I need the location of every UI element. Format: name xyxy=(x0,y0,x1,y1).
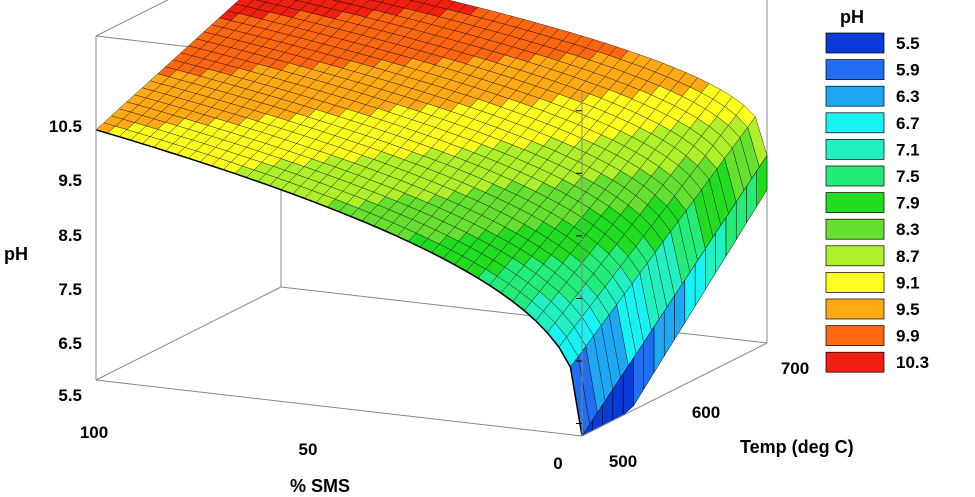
box-edge xyxy=(95,0,169,37)
box-edge xyxy=(280,286,768,344)
legend-label: 8.3 xyxy=(896,220,920,239)
x-axis-ticks: 100 50 0 xyxy=(80,423,563,473)
legend-title: pH xyxy=(840,7,864,27)
legend-swatch xyxy=(825,139,885,160)
legend-label: 9.1 xyxy=(896,273,920,292)
legend-label: 5.9 xyxy=(896,61,920,80)
legend-swatch xyxy=(825,192,885,213)
box-edge xyxy=(95,286,282,381)
legend-swatch xyxy=(825,298,885,320)
legend-label: 8.7 xyxy=(896,247,920,266)
legend-swatch xyxy=(825,32,885,54)
legend-swatch xyxy=(825,351,885,373)
y-axis-label: Temp (deg C) xyxy=(740,437,854,457)
y-tick-label: 600 xyxy=(692,403,720,422)
legend-label: 5.5 xyxy=(896,34,920,53)
legend-swatch xyxy=(825,245,885,267)
z-tick-label: 9.5 xyxy=(58,171,82,190)
legend-label: 7.1 xyxy=(896,140,920,159)
legend: pH 5.5 5.9 6.3 6.7 7.1 7.5 7.9 8.3 8.7 9.1 9.5 9.9 1… xyxy=(825,7,929,373)
z-tick-label: 7.5 xyxy=(58,280,82,299)
z-tick-label: 10.5 xyxy=(49,117,82,136)
legend-swatch xyxy=(825,325,885,346)
legend-swatch xyxy=(825,112,885,134)
legend-label: 9.9 xyxy=(896,327,920,346)
x-tick-label: 50 xyxy=(299,440,318,459)
legend-swatch xyxy=(825,218,885,240)
z-tick-label: 6.5 xyxy=(58,334,82,353)
legend-label: 7.9 xyxy=(896,194,920,213)
y-tick-label: 500 xyxy=(609,452,637,471)
legend-swatch xyxy=(825,165,885,187)
z-axis-ticks: 10.5 9.5 8.5 7.5 6.5 5.5 xyxy=(49,117,82,405)
box-edge xyxy=(95,379,583,437)
plot-box-front xyxy=(95,36,768,437)
y-axis-ticks: 500 600 700 xyxy=(609,359,809,471)
x-axis-label: % SMS xyxy=(290,476,350,496)
legend-label: 10.3 xyxy=(896,353,929,372)
legend-label: 6.7 xyxy=(896,114,920,133)
legend-swatch xyxy=(825,272,885,293)
legend-label: 6.3 xyxy=(896,87,920,106)
box-edge xyxy=(581,342,768,437)
surface-front-edge xyxy=(95,129,583,437)
surface-mesh xyxy=(95,0,768,437)
z-axis-label: pH xyxy=(4,244,28,264)
z-tick-label: 5.5 xyxy=(58,386,82,405)
x-tick-label: 0 xyxy=(553,454,562,473)
legend-label: 7.5 xyxy=(896,167,920,186)
legend-swatch xyxy=(825,59,885,80)
y-tick-label: 700 xyxy=(781,359,809,378)
legend-label: 9.5 xyxy=(896,300,920,319)
x-tick-label: 100 xyxy=(80,423,108,442)
legend-swatch xyxy=(825,85,885,107)
z-tick-label: 8.5 xyxy=(58,226,82,245)
